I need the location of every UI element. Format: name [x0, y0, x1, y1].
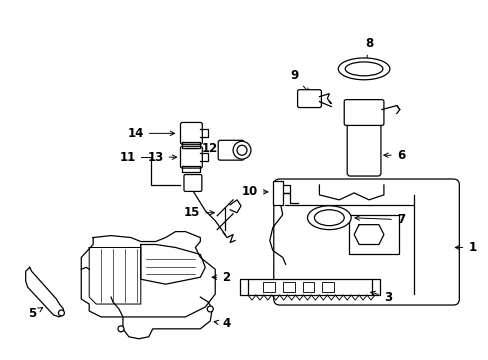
Text: 13: 13 [147, 151, 176, 164]
Bar [247, 279, 371, 295]
FancyBboxPatch shape [218, 140, 244, 160]
Text: 11: 11 [120, 151, 136, 164]
Text: 7: 7 [354, 213, 404, 226]
Text: 3: 3 [370, 291, 391, 303]
Circle shape [59, 310, 64, 316]
FancyBboxPatch shape [180, 146, 202, 168]
Circle shape [118, 326, 123, 332]
FancyBboxPatch shape [183, 175, 202, 192]
Text: 10: 10 [241, 185, 267, 198]
Text: 8: 8 [362, 37, 372, 75]
Ellipse shape [314, 210, 344, 226]
FancyBboxPatch shape [180, 122, 202, 144]
FancyBboxPatch shape [346, 121, 380, 176]
Ellipse shape [345, 62, 382, 76]
Text: 1: 1 [454, 241, 475, 254]
Ellipse shape [338, 58, 389, 80]
Bar [282, 282, 294, 292]
FancyBboxPatch shape [273, 179, 458, 305]
Ellipse shape [307, 206, 350, 230]
FancyBboxPatch shape [297, 90, 321, 108]
FancyBboxPatch shape [344, 100, 383, 125]
Text: 5: 5 [28, 307, 42, 320]
Text: 15: 15 [183, 206, 214, 219]
Text: 14: 14 [127, 127, 174, 140]
Circle shape [237, 145, 246, 155]
Text: 6: 6 [383, 149, 404, 162]
Circle shape [207, 306, 213, 312]
Bar [272, 181, 282, 205]
Circle shape [233, 141, 250, 159]
Text: 12: 12 [202, 142, 224, 155]
Bar [263, 282, 274, 292]
Bar [302, 282, 314, 292]
Text: 4: 4 [214, 318, 230, 330]
Bar [322, 282, 334, 292]
Text: 9: 9 [290, 69, 308, 93]
Text: 2: 2 [212, 271, 230, 284]
